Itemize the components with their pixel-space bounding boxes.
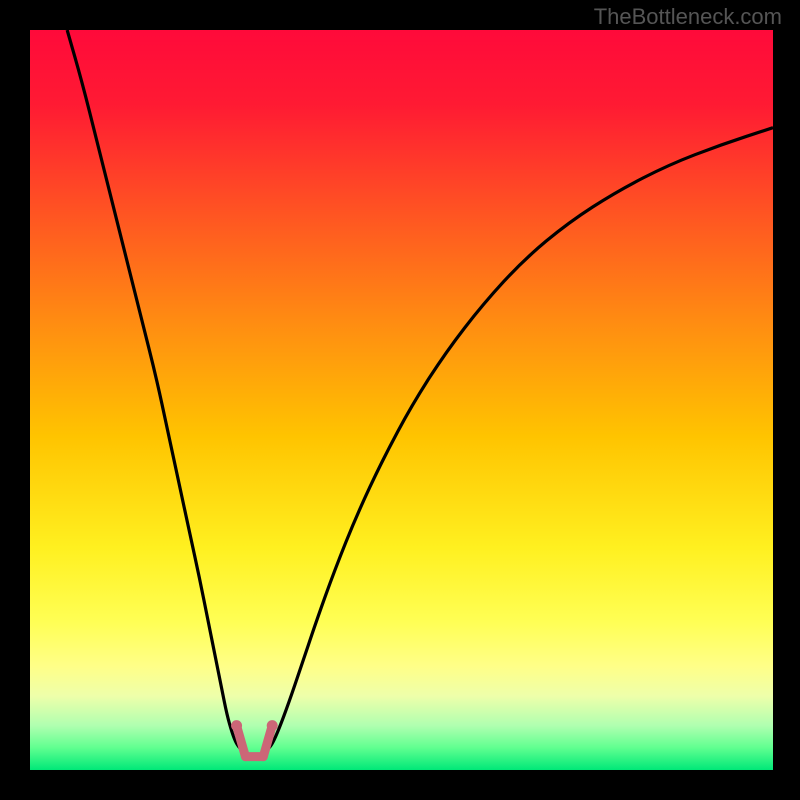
plot-area (30, 30, 773, 770)
valley-right-cap (267, 720, 278, 731)
valley-left-cap (231, 720, 242, 731)
curve-right-branch (268, 128, 773, 750)
curve-overlay (30, 30, 773, 770)
curve-left-branch (67, 30, 241, 749)
watermark-text: TheBottleneck.com (594, 4, 782, 30)
